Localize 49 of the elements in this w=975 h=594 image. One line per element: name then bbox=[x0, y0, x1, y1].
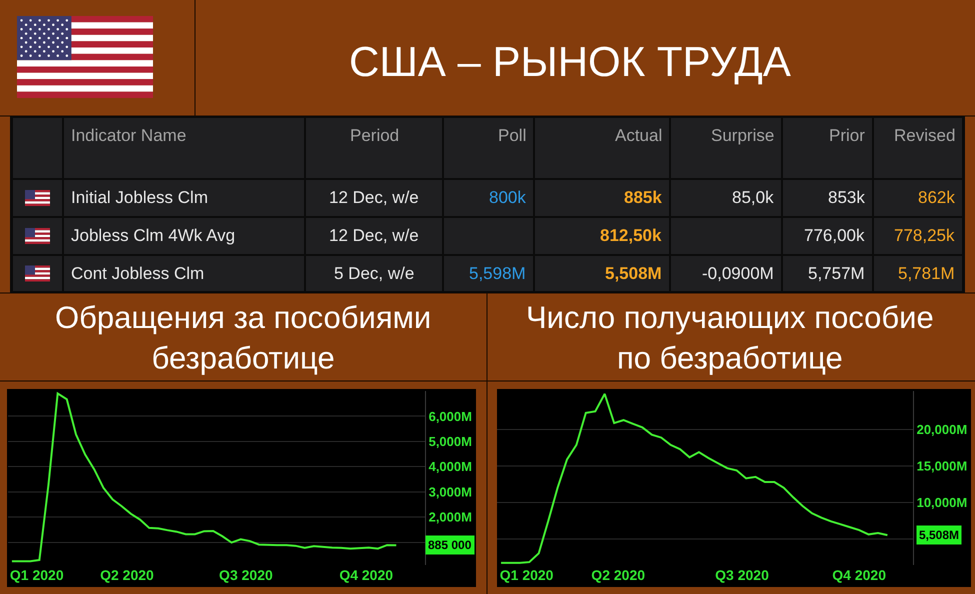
x-tick-label: Q1 2020 bbox=[500, 567, 554, 583]
text: Jobless Clm 4Wk Avg bbox=[71, 226, 236, 245]
chart-title: Обращения за пособиями безработице bbox=[55, 300, 432, 376]
y-tick-label: 5,000M bbox=[428, 434, 472, 449]
text: -0,0900M bbox=[702, 264, 774, 283]
text: 5,757M bbox=[808, 264, 865, 283]
text: США – РЫНОК ТРУДА bbox=[349, 38, 791, 85]
x-tick-label: Q2 2020 bbox=[591, 567, 646, 583]
y-tick-label: 10,000M bbox=[916, 494, 968, 510]
chart-title: Число получающих пособие по безработице bbox=[526, 300, 934, 376]
text: 5,508M bbox=[605, 264, 662, 283]
text: Cont Jobless Clm bbox=[71, 264, 204, 283]
text: 885k bbox=[624, 188, 662, 207]
x-tick-label: Q3 2020 bbox=[219, 567, 273, 583]
text: 5,598M bbox=[469, 264, 526, 283]
text: 862k bbox=[918, 188, 955, 207]
category-label: Period bbox=[350, 126, 400, 145]
text: 800k bbox=[489, 188, 526, 207]
x-tick-label: Q1 2020 bbox=[10, 567, 64, 583]
text: 5,781M bbox=[898, 264, 955, 283]
text: 778,25k bbox=[894, 226, 954, 245]
line-series bbox=[500, 392, 888, 564]
category-label: Surprise bbox=[711, 126, 774, 145]
y-tick-label: 6,000M bbox=[428, 408, 472, 424]
annotation: 5,508M bbox=[919, 528, 960, 542]
category-label: Prior bbox=[829, 126, 866, 145]
annotation: 885 000 bbox=[428, 538, 472, 552]
text: 12 Dec, w/e bbox=[329, 188, 419, 207]
y-tick-label: 3,000M bbox=[428, 484, 472, 500]
y-tick-label: 4,000M bbox=[428, 459, 472, 474]
text: Initial Jobless Clm bbox=[71, 188, 208, 207]
category-label: Poll bbox=[498, 126, 526, 145]
line-series bbox=[10, 392, 398, 562]
x-tick-label: Q4 2020 bbox=[832, 567, 886, 583]
y-tick-label: 2,000M bbox=[428, 510, 472, 525]
x-tick-label: Q2 2020 bbox=[100, 567, 154, 583]
x-tick-label: Q4 2020 bbox=[339, 567, 394, 583]
y-tick-label: 15,000M bbox=[916, 458, 968, 474]
category-label: Actual bbox=[615, 126, 662, 145]
text: 5 Dec, w/e bbox=[334, 264, 414, 283]
text: 85,0k bbox=[732, 188, 774, 207]
x-tick-label: Q3 2020 bbox=[715, 567, 770, 583]
text: 853k bbox=[828, 188, 865, 207]
y-tick-label: 20,000M bbox=[916, 422, 968, 438]
text: 812,50k bbox=[600, 226, 662, 245]
text: 776,00k bbox=[804, 226, 864, 245]
text: 12 Dec, w/e bbox=[329, 226, 419, 245]
category-label: Revised bbox=[894, 126, 956, 145]
category-label: Indicator Name bbox=[71, 126, 186, 145]
